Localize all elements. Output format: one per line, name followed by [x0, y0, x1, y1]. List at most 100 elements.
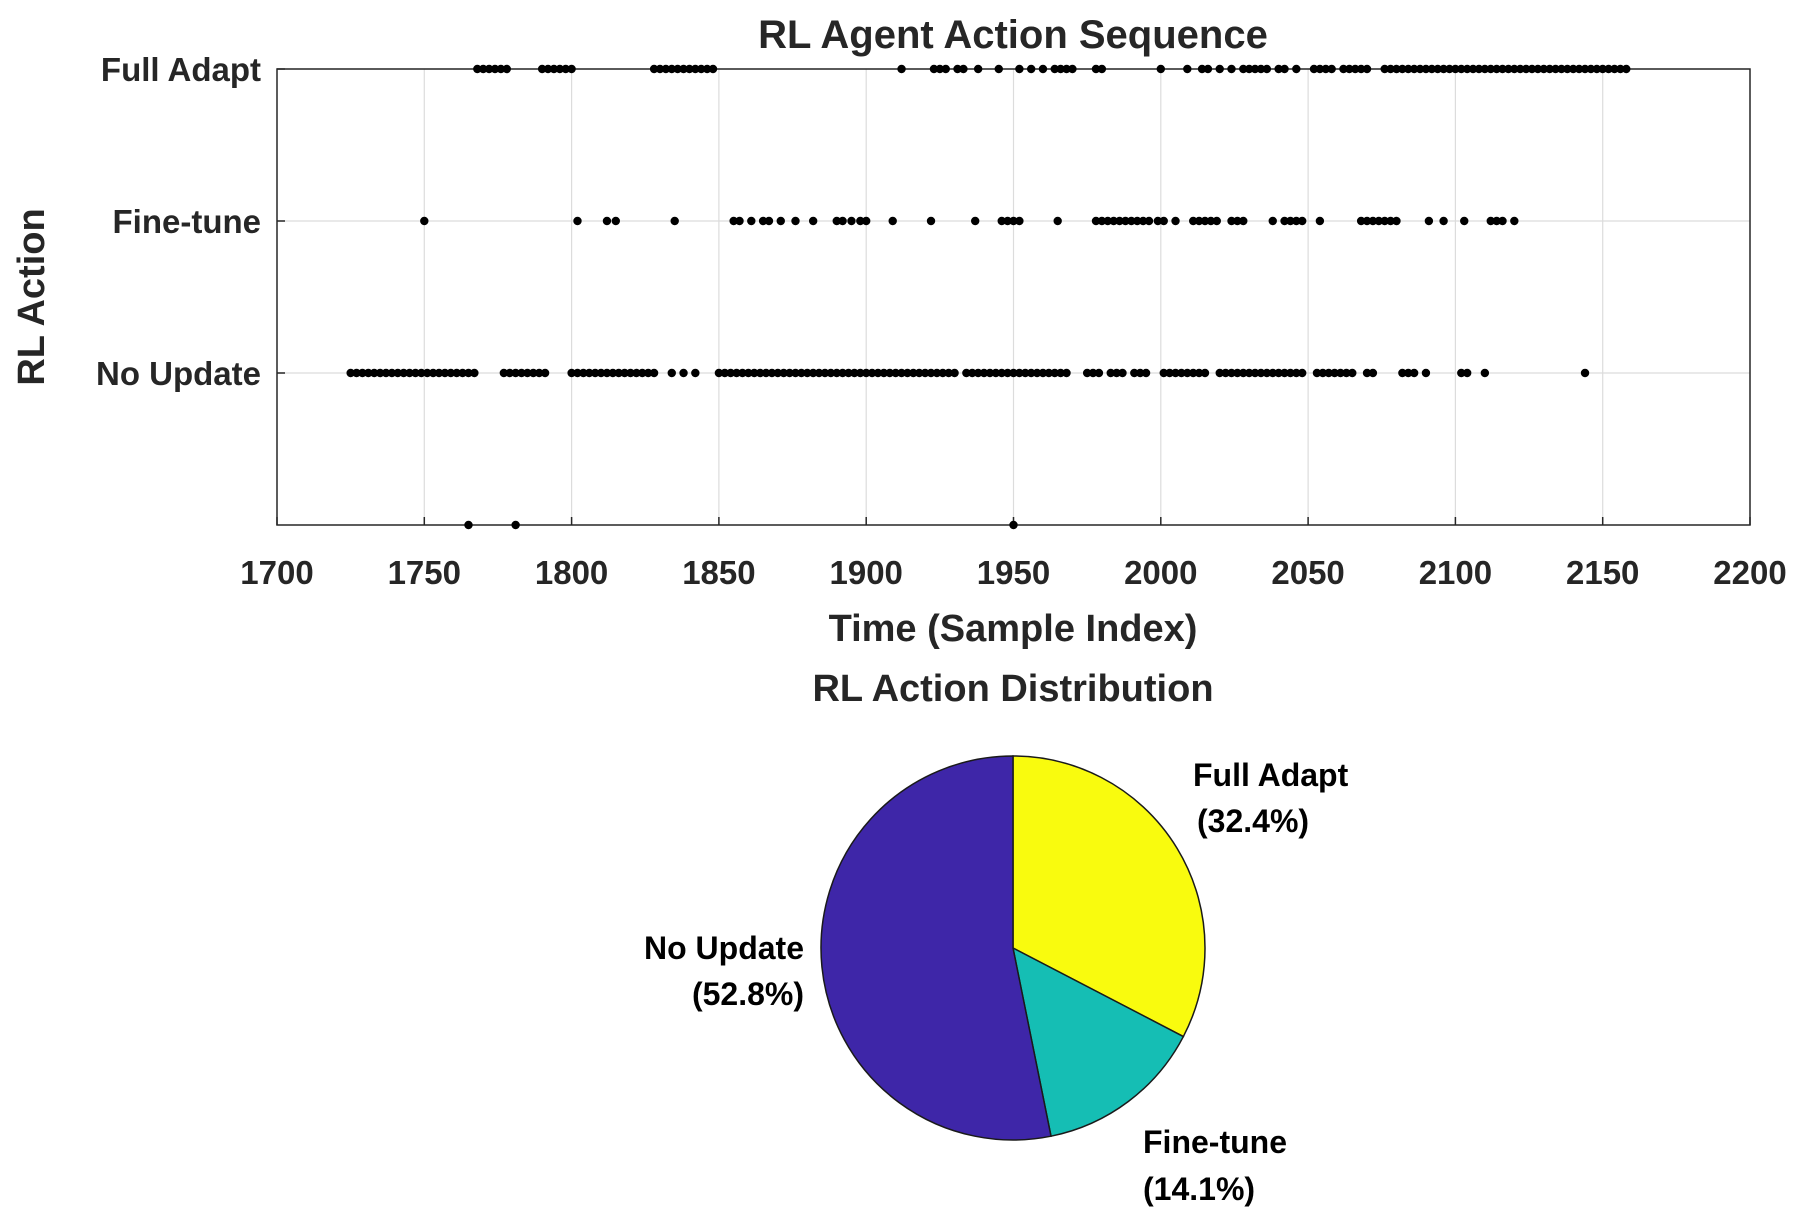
- scatter-point: [856, 216, 865, 226]
- scatter-point: [1171, 368, 1180, 378]
- scatter-point: [697, 64, 706, 74]
- scatter-point: [638, 368, 647, 378]
- scatter-point: [994, 64, 1003, 74]
- scatter-point: [1097, 216, 1107, 226]
- scatter-point: [764, 216, 774, 226]
- scatter-point: [1159, 368, 1168, 378]
- scatter-point: [767, 368, 777, 378]
- scatter-point: [1103, 216, 1112, 226]
- scatter-point: [1250, 368, 1260, 378]
- x-tick-label: 1750: [388, 554, 461, 591]
- scatter-point: [897, 64, 906, 74]
- scatter-point: [1362, 64, 1372, 74]
- scatter-point: [873, 368, 883, 378]
- scatter-point: [1256, 368, 1266, 378]
- scatter-point: [1318, 368, 1328, 378]
- scatter-point: [1527, 64, 1537, 74]
- scatter-point: [1215, 64, 1224, 74]
- scatter-point: [1339, 64, 1348, 74]
- scatter-point: [1551, 64, 1560, 74]
- scatter-point: [738, 368, 747, 378]
- scatter-point: [1280, 216, 1289, 226]
- scatter-point: [511, 520, 520, 530]
- scatter-point: [679, 64, 688, 74]
- scatter-point: [1374, 216, 1384, 226]
- scatter-point: [1118, 368, 1127, 378]
- scatter-point: [1574, 64, 1584, 74]
- scatter-point: [832, 368, 841, 378]
- scatter-point: [1038, 64, 1048, 74]
- scatter-point: [517, 368, 526, 378]
- scatter-point: [1106, 368, 1115, 378]
- scatter-point: [1424, 216, 1434, 226]
- scatter-point: [1138, 216, 1148, 226]
- x-axis-ticks: 1700 1750 1800 1850 1900 1950 2000 2050 2100 2150…: [240, 517, 1787, 591]
- scatter-point: [847, 216, 856, 226]
- scatter-point: [602, 216, 612, 226]
- y-axis-label: RL Action: [11, 208, 53, 385]
- scatter-point: [755, 368, 765, 378]
- scatter-point: [1480, 64, 1490, 74]
- scatter-point: [667, 64, 676, 74]
- scatter-point: [596, 368, 606, 378]
- scatter-point: [1312, 368, 1322, 378]
- scatter-point: [632, 368, 641, 378]
- scatter-point: [1569, 64, 1578, 74]
- scatter-point: [1445, 64, 1454, 74]
- x-axis-label: Time (Sample Index): [829, 608, 1198, 650]
- scatter-point: [1539, 64, 1548, 74]
- scatter-point: [758, 216, 768, 226]
- scatter-point: [1056, 368, 1065, 378]
- scatter-point: [1212, 216, 1221, 226]
- scatter-point: [761, 368, 771, 378]
- scatter-point: [393, 368, 402, 378]
- scatter-point: [1460, 216, 1469, 226]
- scatter-point: [1194, 368, 1204, 378]
- y-tick-label: Fine-tune: [113, 203, 261, 240]
- scatter-point: [1622, 64, 1631, 74]
- scatter-point: [1351, 64, 1360, 74]
- scatter-point: [1021, 368, 1030, 378]
- x-tick-label: 2100: [1419, 554, 1492, 591]
- scatter-point: [1268, 368, 1277, 378]
- scatter-point: [1189, 216, 1198, 226]
- scatter-point: [1221, 368, 1230, 378]
- scatter-point: [1480, 368, 1490, 378]
- scatter-point: [1345, 64, 1354, 74]
- scatter-point: [1038, 368, 1048, 378]
- scatter-point: [1009, 216, 1018, 226]
- scatter-point: [953, 64, 962, 74]
- scatter-point: [932, 368, 942, 378]
- scatter-point: [926, 368, 936, 378]
- scatter-point: [1427, 64, 1437, 74]
- scatter-point: [1315, 216, 1325, 226]
- scatter-point: [1239, 216, 1248, 226]
- action-sequence-chart: RL Agent Action Sequence 1700 1750 1800 185…: [11, 13, 1787, 650]
- scatter-point: [747, 216, 756, 226]
- scatter-point: [920, 368, 930, 378]
- scatter-point: [1026, 64, 1036, 74]
- scatter-point: [490, 64, 500, 74]
- scatter-point: [1183, 64, 1192, 74]
- scatter-chart-title: RL Agent Action Sequence: [758, 13, 1268, 57]
- scatter-point: [1516, 64, 1525, 74]
- scatter-point: [679, 368, 688, 378]
- scatter-point: [1203, 64, 1213, 74]
- scatter-point: [1206, 216, 1216, 226]
- scatter-point: [1135, 368, 1145, 378]
- scatter-point: [1009, 520, 1018, 530]
- scatter-point: [862, 216, 871, 226]
- scatter-point: [750, 368, 759, 378]
- scatter-point: [1274, 64, 1283, 74]
- scatter-point: [434, 368, 444, 378]
- scatter-point: [1062, 64, 1071, 74]
- scatter-point: [1227, 216, 1236, 226]
- x-tick-label: 1800: [535, 554, 608, 591]
- scatter-point: [602, 368, 612, 378]
- scatter-point: [897, 368, 906, 378]
- x-tick-label: 1900: [829, 554, 902, 591]
- action-distribution-chart: RL Action Distribution Full Adapt (32.4%…: [644, 668, 1349, 1207]
- scatter-point: [1474, 64, 1484, 74]
- scatter-point: [1433, 64, 1442, 74]
- scatter-point: [729, 216, 738, 226]
